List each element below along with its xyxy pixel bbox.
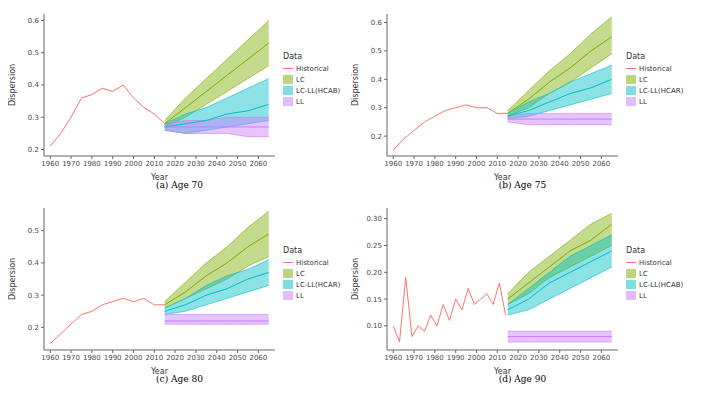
svg-text:0.5: 0.5: [28, 49, 39, 57]
svg-text:1970: 1970: [62, 160, 80, 168]
svg-text:2000: 2000: [468, 354, 486, 362]
html-text:LL: LL: [296, 97, 304, 106]
html-text:LC-LL(HCAR): LC-LL(HCAR): [296, 280, 341, 289]
svg-text:0.3: 0.3: [28, 292, 39, 300]
svg-text:Year: Year: [150, 173, 169, 180]
svg-text:Year: Year: [150, 367, 169, 374]
svg-text:2020: 2020: [509, 160, 527, 168]
svg-text:1970: 1970: [62, 354, 80, 362]
svg-text:2000: 2000: [125, 160, 143, 168]
svg-text:Year: Year: [493, 367, 512, 374]
svg-text:2020: 2020: [509, 354, 527, 362]
html-text:(a) Age 70: (a) Age 70: [155, 180, 204, 190]
svg-text:0.6: 0.6: [28, 17, 40, 25]
svg-text:2050: 2050: [229, 160, 247, 168]
svg-text:2010: 2010: [488, 160, 506, 168]
svg-text:2030: 2030: [530, 160, 548, 168]
svg-text:1980: 1980: [426, 160, 444, 168]
svg-text:0.3: 0.3: [371, 104, 382, 112]
svg-text:0.4: 0.4: [28, 81, 40, 89]
svg-text:1960: 1960: [41, 160, 59, 168]
svg-text:Year: Year: [493, 173, 512, 180]
html-text:(c) Age 80: (c) Age 80: [156, 374, 203, 384]
svg-text:0.5: 0.5: [371, 47, 382, 55]
svg-text:1980: 1980: [426, 354, 444, 362]
svg-text:0.2: 0.2: [28, 146, 39, 154]
svg-text:0.4: 0.4: [371, 76, 383, 84]
html-text:Historical: Historical: [296, 258, 329, 267]
svg-text:0.15: 0.15: [366, 296, 382, 304]
svg-text:0.2: 0.2: [28, 324, 39, 332]
svg-text:0.4: 0.4: [28, 259, 40, 267]
svg-text:2060: 2060: [592, 160, 610, 168]
svg-text:1970: 1970: [405, 354, 423, 362]
svg-text:2040: 2040: [208, 354, 226, 362]
svg-text:2050: 2050: [572, 354, 590, 362]
svg-text:1960: 1960: [384, 160, 402, 168]
svg-text:2010: 2010: [488, 354, 506, 362]
svg-text:1990: 1990: [447, 354, 465, 362]
svg-text:2020: 2020: [166, 160, 184, 168]
svg-text:0.5: 0.5: [28, 227, 39, 235]
html-text:LL: LL: [296, 291, 304, 300]
html-text:Data: Data: [283, 52, 303, 61]
svg-text:0.2: 0.2: [371, 133, 382, 141]
svg-text:1990: 1990: [104, 160, 122, 168]
svg-text:1990: 1990: [104, 354, 122, 362]
html-text:LC: LC: [296, 75, 305, 84]
html-text:LC: LC: [639, 269, 648, 278]
html-text:LC-LL(HCAB): LC-LL(HCAB): [639, 280, 684, 289]
svg-text:1980: 1980: [83, 160, 101, 168]
svg-text:1990: 1990: [447, 160, 465, 168]
svg-text:Dispersion: Dispersion: [351, 258, 360, 300]
svg-text:0.10: 0.10: [366, 322, 382, 330]
svg-text:1960: 1960: [384, 354, 402, 362]
svg-text:0.3: 0.3: [28, 114, 39, 122]
svg-text:2040: 2040: [551, 160, 569, 168]
html-text:Historical: Historical: [639, 258, 672, 267]
svg-text:2000: 2000: [125, 354, 143, 362]
html-text:LC: LC: [639, 75, 648, 84]
svg-text:1960: 1960: [41, 354, 59, 362]
svg-text:2050: 2050: [229, 354, 247, 362]
html-text:Data: Data: [626, 246, 646, 255]
svg-text:0.6: 0.6: [371, 19, 383, 27]
svg-text:2060: 2060: [249, 354, 267, 362]
html-text:LC-LL(HCAR): LC-LL(HCAR): [639, 86, 684, 95]
svg-text:2060: 2060: [592, 354, 610, 362]
svg-text:Dispersion: Dispersion: [351, 64, 360, 106]
svg-text:2010: 2010: [145, 160, 163, 168]
html-text:LL: LL: [639, 97, 647, 106]
html-text:Historical: Historical: [296, 64, 329, 73]
html-text:Data: Data: [626, 52, 646, 61]
svg-text:2050: 2050: [572, 160, 590, 168]
html-text:(b) Age 75: (b) Age 75: [498, 180, 547, 190]
svg-text:2010: 2010: [145, 354, 163, 362]
html-text:LC-LL(HCAB): LC-LL(HCAB): [296, 86, 341, 95]
svg-text:2000: 2000: [468, 160, 486, 168]
svg-text:0.30: 0.30: [366, 215, 382, 223]
svg-text:Dispersion: Dispersion: [8, 258, 17, 300]
svg-text:2030: 2030: [530, 354, 548, 362]
svg-text:1980: 1980: [83, 354, 101, 362]
svg-text:2030: 2030: [187, 160, 205, 168]
svg-text:2060: 2060: [249, 160, 267, 168]
svg-text:2040: 2040: [551, 354, 569, 362]
svg-text:Dispersion: Dispersion: [8, 64, 17, 106]
svg-text:2030: 2030: [187, 354, 205, 362]
html-text:LL: LL: [639, 291, 647, 300]
html-text:Historical: Historical: [639, 64, 672, 73]
html-text:Data: Data: [283, 246, 303, 255]
svg-text:2040: 2040: [208, 160, 226, 168]
svg-text:2020: 2020: [166, 354, 184, 362]
svg-text:0.25: 0.25: [366, 242, 382, 250]
html-text:LC: LC: [296, 269, 305, 278]
html-text:(d) Age 90: (d) Age 90: [498, 374, 547, 384]
svg-text:0.20: 0.20: [366, 269, 382, 277]
svg-text:1970: 1970: [405, 160, 423, 168]
